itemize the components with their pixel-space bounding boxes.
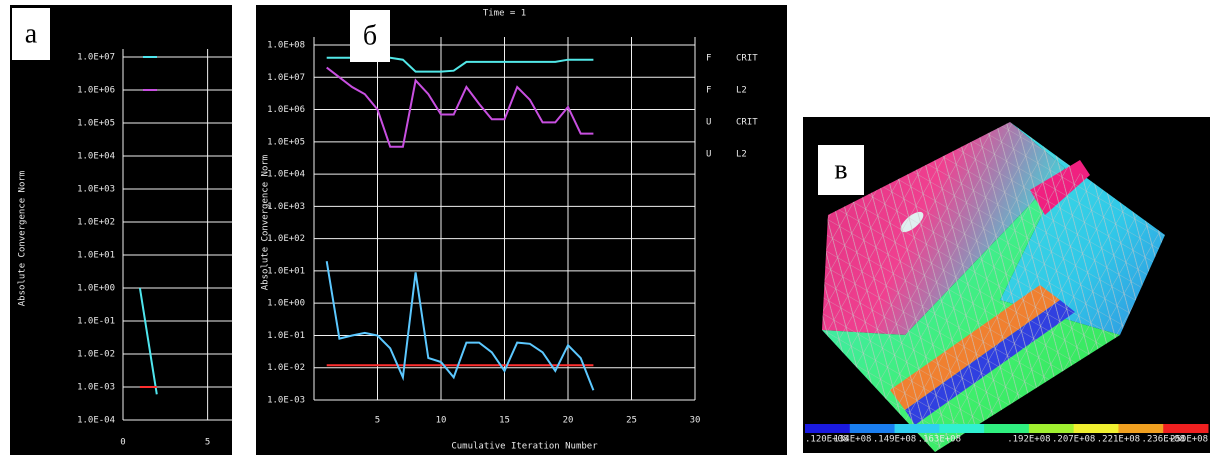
y-tick-label: 1.0E+05	[267, 137, 305, 147]
y-axis-label: Absolute Convergence Norm	[261, 155, 271, 290]
x-tick-label: 0	[120, 438, 125, 448]
contour-color	[984, 424, 1029, 433]
y-tick-label: 1.0E+04	[267, 170, 305, 180]
x-tick-label: 20	[563, 416, 574, 426]
contour-color	[1118, 424, 1163, 433]
contour-color	[850, 424, 895, 433]
y-tick-label: 1.0E+03	[77, 185, 115, 195]
x-tick-label: 25	[626, 416, 637, 426]
y-tick-label: 1.0E+01	[77, 251, 115, 261]
x-tick-label: 15	[499, 416, 510, 426]
contour-label: .207E+08	[1052, 435, 1095, 445]
panel-b-background	[256, 5, 787, 455]
y-axis-label: Absolute Convergence Norm	[18, 171, 28, 306]
panel-label: а	[25, 18, 38, 49]
contour-color	[895, 424, 940, 433]
contour-color	[1163, 424, 1208, 433]
y-tick-label: 1.0E-03	[77, 383, 115, 393]
legend-label: F	[706, 86, 711, 96]
y-tick-label: 1.0E+00	[267, 299, 305, 309]
contour-label: .221E+08	[1097, 435, 1140, 445]
contour-color	[1074, 424, 1119, 433]
contour-label: .192E+08	[1007, 435, 1050, 445]
y-tick-label: 1.0E+06	[267, 105, 305, 115]
y-tick-label: 1.0E+02	[267, 234, 305, 244]
figure: 1.0E+07 1.0E+06 1.0E+05 1.0E+04 1.0E+03 1.0E+…	[0, 0, 1214, 455]
legend-label: U	[706, 118, 711, 128]
contour-label: .134E+08	[828, 435, 871, 445]
y-tick-label: 1.0E+06	[77, 86, 115, 96]
y-tick-label: 1.0E+07	[267, 73, 305, 83]
legend-label: CRIT	[736, 118, 758, 128]
legend-label: L2	[736, 150, 747, 160]
y-tick-label: 1.0E-01	[77, 317, 115, 327]
legend-label: U	[706, 150, 711, 160]
x-tick-label: 30	[690, 416, 701, 426]
y-tick-label: 1.0E+07	[77, 53, 115, 63]
contour-label: .149E+08	[873, 435, 916, 445]
contour-legend: .120E+08.134E+08.149E+08.163E+08.192E+08…	[805, 424, 1209, 445]
y-tick-label: 1.0E-04	[77, 416, 115, 426]
panel-label: в	[834, 154, 847, 185]
x-tick-label: 5	[205, 438, 210, 448]
y-tick-label: 1.0E-01	[267, 331, 305, 341]
y-tick-label: 1.0E+05	[77, 119, 115, 129]
contour-label: .250E+08	[1165, 435, 1208, 445]
y-tick-label: 1.0E-02	[77, 350, 115, 360]
x-tick-label: 10	[436, 416, 447, 426]
contour-color	[805, 424, 850, 433]
y-tick-label: 1.0E+08	[267, 41, 305, 51]
y-tick-label: 1.0E-03	[267, 396, 305, 406]
y-tick-label: 1.0E+04	[77, 152, 115, 162]
chart-title: Time = 1	[483, 9, 526, 19]
legend-label: CRIT	[736, 54, 758, 64]
x-tick-label: 5	[375, 416, 380, 426]
y-tick-label: 1.0E+03	[267, 202, 305, 212]
y-tick-label: 1.0E+02	[77, 218, 115, 228]
x-axis-label: Cumulative Iteration Number	[451, 442, 598, 452]
legend-label: L2	[736, 86, 747, 96]
legend-label: F	[706, 54, 711, 64]
y-tick-label: 1.0E+01	[267, 266, 305, 276]
y-tick-label: 1.0E+00	[77, 284, 115, 294]
contour-color	[939, 424, 984, 433]
y-tick-label: 1.0E-02	[267, 363, 305, 373]
contour-label: .163E+08	[918, 435, 961, 445]
panel-label: б	[363, 20, 377, 51]
contour-color	[1029, 424, 1074, 433]
